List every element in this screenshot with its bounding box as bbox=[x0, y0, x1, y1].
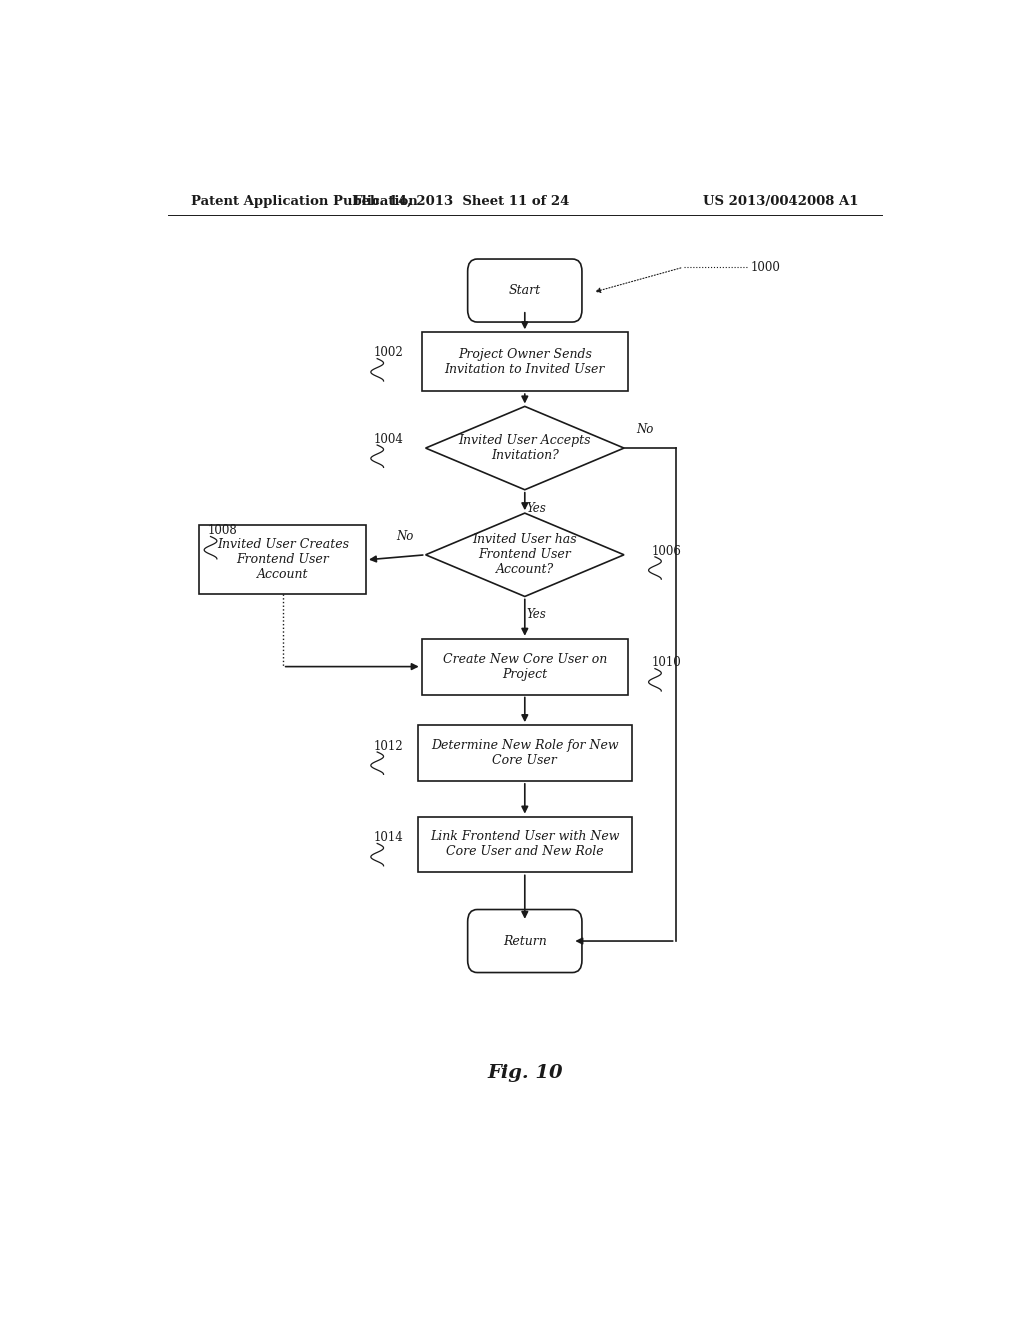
Text: 1000: 1000 bbox=[751, 260, 781, 273]
Text: 1004: 1004 bbox=[374, 433, 403, 446]
Text: Patent Application Publication: Patent Application Publication bbox=[191, 194, 418, 207]
Text: Fig. 10: Fig. 10 bbox=[487, 1064, 562, 1082]
Text: 1008: 1008 bbox=[207, 524, 238, 537]
FancyBboxPatch shape bbox=[468, 909, 582, 973]
Text: Project Owner Sends
Invitation to Invited User: Project Owner Sends Invitation to Invite… bbox=[444, 347, 605, 376]
Text: Invited User Creates
Frontend User
Account: Invited User Creates Frontend User Accou… bbox=[217, 539, 349, 581]
Bar bbox=[422, 639, 628, 694]
Text: Return: Return bbox=[503, 935, 547, 948]
Text: 1012: 1012 bbox=[374, 739, 403, 752]
Polygon shape bbox=[426, 407, 624, 490]
Text: US 2013/0042008 A1: US 2013/0042008 A1 bbox=[702, 194, 858, 207]
Text: Invited User has
Frontend User
Account?: Invited User has Frontend User Account? bbox=[472, 533, 578, 577]
Text: 1002: 1002 bbox=[374, 346, 403, 359]
Text: 1010: 1010 bbox=[652, 656, 682, 669]
Text: Link Frontend User with New
Core User and New Role: Link Frontend User with New Core User an… bbox=[430, 830, 620, 858]
Text: Determine New Role for New
Core User: Determine New Role for New Core User bbox=[431, 739, 618, 767]
Text: 1014: 1014 bbox=[374, 832, 403, 845]
Text: Yes: Yes bbox=[526, 502, 547, 515]
Text: 1006: 1006 bbox=[652, 545, 682, 557]
Text: Feb. 14, 2013  Sheet 11 of 24: Feb. 14, 2013 Sheet 11 of 24 bbox=[353, 194, 569, 207]
Text: Invited User Accepts
Invitation?: Invited User Accepts Invitation? bbox=[459, 434, 591, 462]
Text: No: No bbox=[636, 424, 653, 437]
Bar bbox=[200, 525, 367, 594]
Bar bbox=[418, 725, 632, 781]
Text: Start: Start bbox=[509, 284, 541, 297]
Text: Create New Core User on
Project: Create New Core User on Project bbox=[442, 652, 607, 681]
Polygon shape bbox=[426, 513, 624, 597]
FancyBboxPatch shape bbox=[468, 259, 582, 322]
Text: No: No bbox=[396, 531, 414, 543]
Bar bbox=[422, 333, 628, 391]
Bar bbox=[418, 817, 632, 873]
Text: Yes: Yes bbox=[526, 609, 547, 622]
